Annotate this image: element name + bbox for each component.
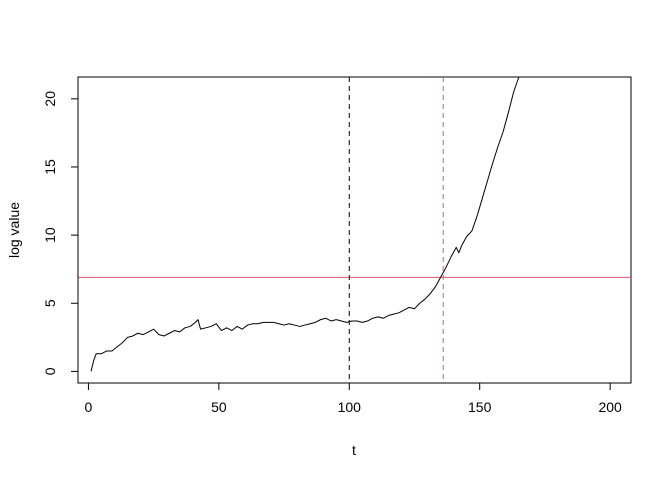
x-tick-label: 150 — [468, 399, 492, 415]
x-axis-title: t — [352, 442, 356, 458]
x-axis: 0 50 100 150 200 — [85, 382, 622, 415]
x-tick-label: 200 — [598, 399, 622, 415]
series-line-0 — [90, 77, 520, 372]
y-tick-label: 0 — [42, 367, 58, 375]
y-axis-title: log value — [6, 202, 22, 258]
y-tick-label: 5 — [42, 299, 58, 307]
x-tick-label: 0 — [85, 399, 93, 415]
y-axis: 0 5 10 15 20 — [42, 91, 79, 375]
y-tick-label: 20 — [42, 91, 58, 107]
x-tick-label: 100 — [338, 399, 362, 415]
y-tick-label: 15 — [42, 159, 58, 175]
plot-box — [77, 76, 632, 384]
y-tick-label: 10 — [42, 227, 58, 243]
x-tick-label: 50 — [211, 399, 227, 415]
data-layer — [78, 77, 631, 383]
